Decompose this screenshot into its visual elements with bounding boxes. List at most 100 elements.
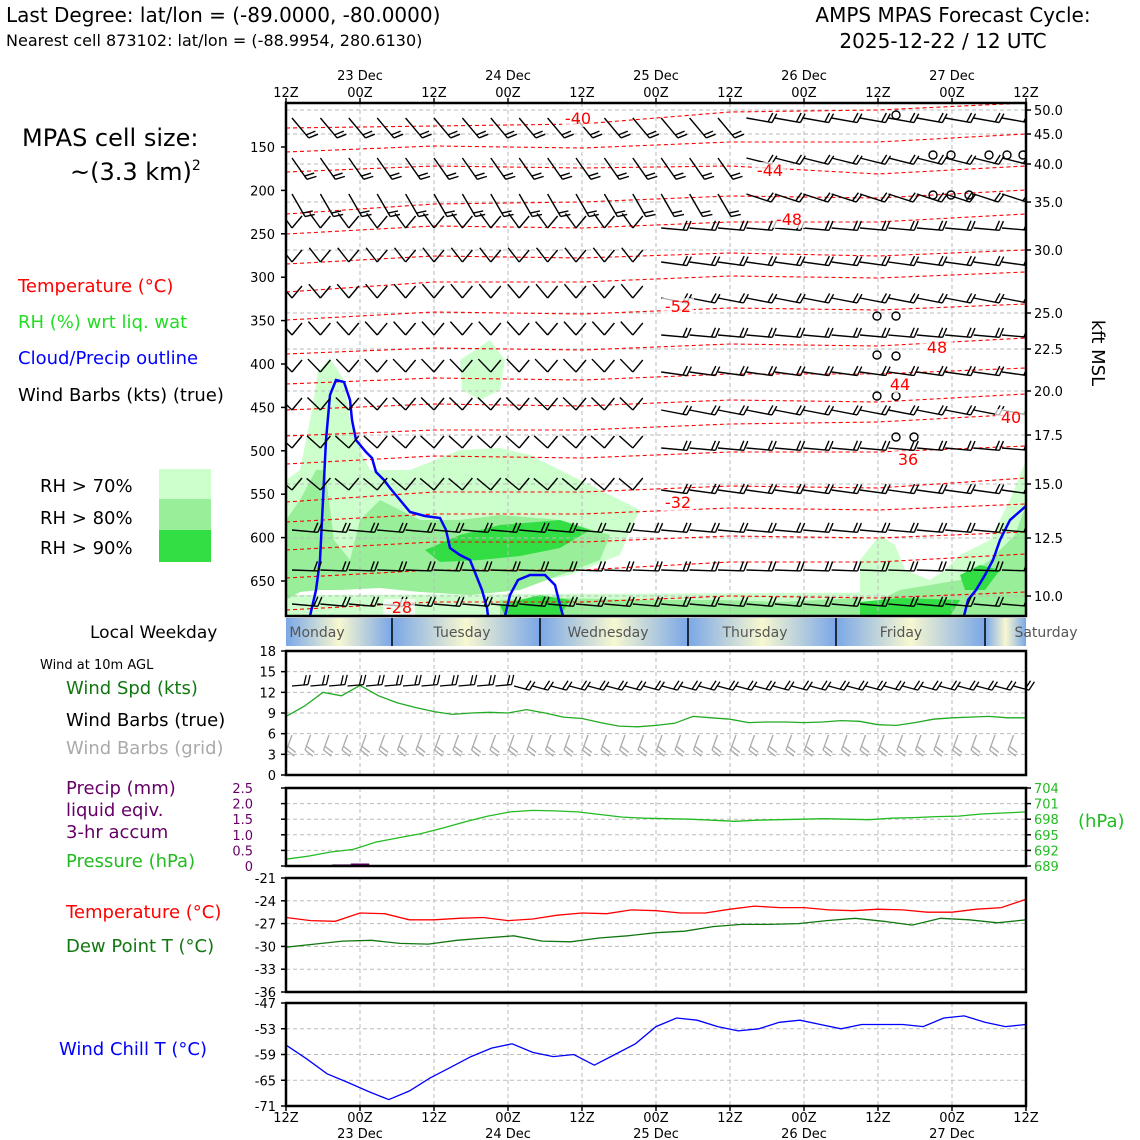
wind-barb-feather: [430, 596, 437, 607]
temp-label-bg: [921, 339, 953, 356]
wind-barb-feather: [970, 113, 977, 123]
wind-barb: [591, 358, 605, 373]
wind-barb-grid-feather: [860, 745, 870, 753]
wind-barb-feather: [970, 293, 977, 304]
wind-barb-feather: [335, 175, 346, 180]
wind-barb: [620, 283, 634, 299]
y-tick-label: 18: [259, 645, 276, 660]
precip-tick-label: 0.5: [232, 844, 253, 859]
weekday-bar: Monday Tuesday Wednesday Thursday Friday Satu…: [90, 618, 1078, 646]
wind-barb: [689, 157, 706, 180]
rh80-area-2: [880, 505, 1026, 616]
wind-barb-grid: [748, 734, 756, 751]
wind-barb-feather: [291, 285, 303, 299]
wind-barb: [405, 569, 432, 572]
wind-barb-feather: [575, 359, 587, 373]
wind-barb-feather: [533, 175, 544, 180]
temp-contour: [286, 503, 1026, 523]
wind-barb-feather: [880, 293, 888, 303]
wind-barb-feather: [597, 561, 603, 572]
wind-barb-feather: [686, 405, 693, 416]
wind-barb: [619, 358, 634, 373]
wind-barb-feather: [490, 359, 502, 373]
wind-barb-feather: [942, 327, 948, 338]
wind-barb-feather: [937, 483, 944, 494]
wind-barb-grid-feather: [583, 745, 593, 753]
wind-barb-feather: [540, 596, 546, 607]
wind-barb-grid: [1007, 734, 1015, 751]
wind-barb-grid-feather: [434, 749, 443, 757]
wind-barb-feather: [702, 213, 713, 218]
wind-barb-grid-feather: [323, 749, 332, 757]
wind-barb: [448, 477, 463, 491]
y-tick-label: -65: [255, 1074, 276, 1089]
wind-barb: [717, 371, 744, 377]
precip-tick-label: 0: [245, 860, 253, 875]
wind-barb: [746, 447, 773, 451]
wind-barb: [392, 396, 407, 411]
wind-barb-feather: [885, 522, 891, 533]
wind-barb-feather: [998, 220, 1005, 231]
wind-barb-feather: [674, 213, 685, 218]
wind-barb: [376, 157, 393, 180]
wind-barb-10m-feather: [954, 681, 961, 691]
wind-barb-feather: [483, 522, 489, 533]
wind-barb-feather: [586, 210, 597, 214]
wind-barb-feather: [504, 130, 515, 136]
temp-contour: [286, 165, 1026, 175]
time-tick-label: 12Z: [1013, 86, 1039, 101]
legend-swatch-rh70: [159, 469, 211, 499]
wind-barb-feather: [714, 484, 721, 494]
wind-barb-feather: [617, 213, 628, 218]
wind-barb-10m: [661, 685, 678, 691]
wind-barb-10m-feather: [969, 680, 976, 690]
wind-barb-feather: [572, 561, 578, 572]
cell-size-text: ~(3.3 km): [70, 158, 192, 186]
wind-barb: [575, 529, 602, 533]
wind-barb: [888, 157, 914, 165]
wind-barb-feather: [374, 522, 380, 533]
wind-barb-feather: [405, 285, 417, 299]
wind-barb-feather: [503, 172, 514, 177]
legend-cloud: Cloud/Precip outline: [18, 348, 198, 369]
wind-barb-feather: [767, 293, 774, 303]
wind-barb: [973, 297, 1000, 304]
time-tick-label: 12Z: [421, 1111, 447, 1126]
wind-barb-10m-feather: [599, 680, 606, 690]
temp-contour: [286, 213, 1026, 235]
wind-barb-feather: [703, 130, 714, 136]
wind-barb: [286, 403, 293, 411]
wind-barb-grid: [359, 734, 367, 751]
wind-barb-feather: [686, 256, 692, 266]
wind-barb-feather: [884, 193, 892, 203]
wind-barb-feather: [994, 327, 1001, 338]
wind-barb-feather: [477, 175, 488, 180]
top-time-axis: 12Z 00Z 12Z 00Z 12Z 00Z 12Z 00Z 12Z 00Z 12Z 23 Dec 2…: [273, 69, 1039, 103]
wind-barb: [888, 117, 915, 124]
wind-barb-feather: [632, 322, 644, 336]
wind-barb-grid-feather: [620, 745, 630, 753]
wind-barb: [916, 371, 943, 377]
wind-barb-feather: [852, 220, 859, 231]
wind-barb-10m: [754, 685, 771, 691]
wind-barb-feather: [490, 215, 502, 229]
wind-barb-feather: [426, 561, 432, 572]
wind-barb-feather: [459, 561, 465, 572]
wind-barb: [831, 334, 858, 338]
wind-barb-grid-feather: [601, 745, 611, 753]
wind-barb-grid-feather: [379, 745, 389, 753]
wind-barb-feather: [540, 522, 546, 533]
temp-label-bg: [662, 494, 694, 511]
wind-barb-feather: [941, 113, 948, 123]
wind-barb-feather: [348, 435, 360, 449]
wind-barb-feather: [370, 596, 376, 607]
wind-barb: [803, 334, 830, 338]
wind-barb: [660, 157, 677, 180]
wind-barb: [973, 529, 1000, 533]
wind-barb: [689, 603, 716, 607]
legend-temperature: Temperature (°C): [17, 276, 173, 297]
wind-barb: [689, 569, 716, 572]
wind-barb: [309, 213, 321, 229]
wind-barb-feather: [319, 322, 331, 336]
